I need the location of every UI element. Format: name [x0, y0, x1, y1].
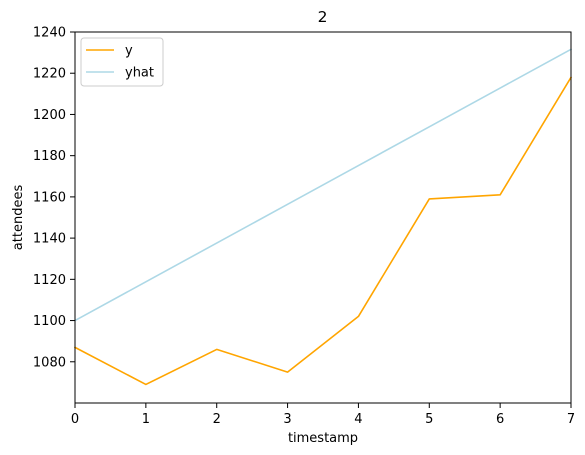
series-line-y: [73, 76, 573, 386]
y-axis-label: attendees: [11, 185, 26, 251]
x-tick-label: 5: [425, 412, 433, 427]
x-tick-label: 4: [354, 412, 362, 427]
x-tick-label: 1: [142, 412, 150, 427]
x-tick-label: 3: [283, 412, 291, 427]
y-tick-label: 1140: [33, 232, 66, 247]
x-tick-label: 7: [567, 412, 575, 427]
y-tick-label: 1200: [33, 108, 66, 123]
y-tick-label: 1120: [33, 273, 66, 288]
y-tick-label: 1240: [33, 26, 66, 41]
legend-label-yhat: yhat: [125, 66, 154, 81]
plot-frame: [74, 31, 572, 404]
x-tick-label: 0: [71, 412, 79, 427]
y-tick-label: 1080: [33, 355, 66, 370]
x-tick-label: 2: [213, 412, 221, 427]
series-layer: [73, 48, 573, 386]
y-axis: 1080 1100 1120 1140 1160 1180 1200 1220 1240: [33, 26, 75, 370]
y-tick-label: 1180: [33, 149, 66, 164]
y-tick-label: 1160: [33, 190, 66, 205]
y-tick-label: 1220: [33, 67, 66, 82]
x-axis: 0 1 2 3 4 5 6 7: [71, 403, 575, 427]
series-line-yhat: [73, 48, 573, 322]
legend-label-y: y: [125, 44, 133, 59]
legend: y yhat: [80, 37, 164, 87]
x-axis-label: timestamp: [288, 431, 358, 446]
y-tick-label: 1100: [33, 314, 66, 329]
chart-title: 2: [318, 8, 328, 26]
x-tick-label: 6: [496, 412, 504, 427]
